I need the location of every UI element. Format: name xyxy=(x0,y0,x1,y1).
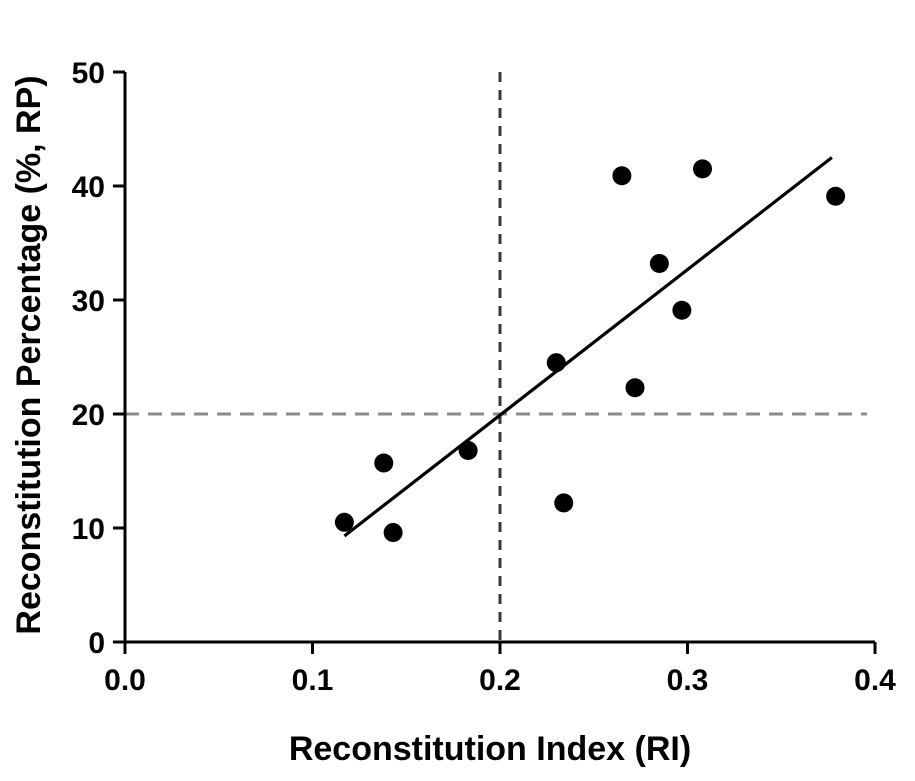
data-point xyxy=(383,523,403,543)
data-points xyxy=(334,159,846,543)
x-axis-title: Reconstitution Index (RI) xyxy=(289,730,691,768)
data-point xyxy=(458,440,478,460)
x-tick-label: 0.0 xyxy=(104,664,146,697)
data-point xyxy=(672,300,692,320)
data-point xyxy=(554,493,574,513)
y-axis-title: Reconstitution Percentage (%, RP) xyxy=(10,75,48,634)
data-point xyxy=(334,512,354,532)
data-point xyxy=(693,159,712,179)
trendline-layer xyxy=(343,156,833,538)
y-tick-label: 20 xyxy=(72,399,105,432)
data-point xyxy=(625,378,645,398)
y-tick-label: 0 xyxy=(88,627,105,660)
x-tick-label: 0.2 xyxy=(479,664,521,697)
y-tick-label: 40 xyxy=(72,171,105,204)
x-tick-label: 0.3 xyxy=(667,664,709,697)
trendline xyxy=(343,156,833,538)
data-point xyxy=(374,453,394,473)
x-tick-label: 0.4 xyxy=(854,664,896,697)
axis-labels: Reconstitution Index (RI) Reconstitution… xyxy=(10,75,691,768)
data-point xyxy=(826,186,846,206)
data-point xyxy=(649,254,669,274)
x-tick-label: 0.1 xyxy=(292,664,334,697)
data-point xyxy=(546,353,566,373)
y-tick-label: 10 xyxy=(72,513,105,546)
reference-lines xyxy=(125,72,867,642)
y-tick-label: 30 xyxy=(72,285,105,318)
data-point xyxy=(612,166,632,186)
axes: 0.0 0.1 0.2 0.3 0.4 0 10 20 30 40 50 xyxy=(72,57,897,697)
y-tick-label: 50 xyxy=(72,57,105,90)
